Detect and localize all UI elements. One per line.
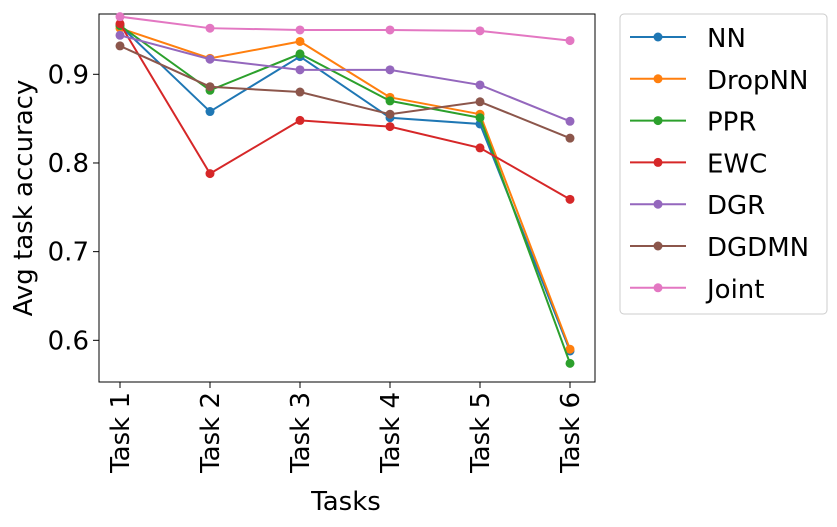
legend-marker — [653, 241, 663, 251]
series-line — [119, 15, 571, 42]
y-axis-label: Avg task accuracy — [9, 80, 39, 317]
x-tick-label: Task 2 — [196, 392, 226, 474]
y-tick-label: 0.8 — [48, 149, 89, 179]
legend-item-dgr: DGR — [630, 191, 765, 221]
data-point — [385, 122, 395, 132]
series-line — [119, 45, 571, 140]
x-axis-label: Tasks — [310, 487, 381, 517]
data-point — [475, 113, 485, 123]
y-tick-label: 0.7 — [48, 238, 89, 268]
data-point — [115, 41, 125, 51]
data-point — [565, 36, 575, 46]
data-point — [385, 25, 395, 35]
legend-label: DGR — [707, 191, 765, 221]
data-point — [295, 65, 305, 75]
series-dgdmn — [115, 41, 575, 143]
series-joint — [115, 12, 575, 46]
legend-label: EWC — [707, 149, 767, 179]
data-point — [565, 358, 575, 368]
legend-item-dropnn: DropNN — [630, 66, 808, 96]
data-point — [115, 30, 125, 40]
legend-label: NN — [707, 24, 746, 54]
series-dgr — [115, 30, 575, 126]
data-point — [205, 169, 215, 179]
legend-label: DropNN — [707, 66, 808, 96]
x-tick-label: Task 3 — [286, 392, 316, 474]
data-point — [295, 87, 305, 97]
legend-marker — [653, 32, 663, 42]
data-point — [475, 26, 485, 36]
data-point — [115, 19, 125, 29]
series-layer — [115, 12, 575, 368]
legend-item-ppr: PPR — [630, 108, 756, 138]
series-line — [119, 34, 571, 123]
data-point — [295, 36, 305, 46]
legend-item-joint: Joint — [630, 275, 764, 305]
legend-item-ewc: EWC — [630, 149, 767, 179]
data-point — [385, 96, 395, 106]
data-point — [475, 80, 485, 90]
data-point — [295, 115, 305, 125]
data-point — [565, 116, 575, 126]
data-point — [475, 143, 485, 153]
legend-marker — [653, 116, 663, 126]
data-point — [565, 133, 575, 143]
legend-marker — [653, 74, 663, 84]
legend-marker — [653, 283, 663, 293]
legend-item-dgdmn: DGDMN — [630, 233, 809, 263]
data-point — [565, 344, 575, 354]
data-point — [385, 65, 395, 75]
legend-marker — [653, 157, 663, 167]
legend-label: PPR — [707, 108, 756, 138]
series-line — [119, 24, 571, 352]
legend-marker — [653, 199, 663, 209]
legend-box — [619, 13, 828, 315]
data-point — [115, 12, 125, 22]
legend-label: DGDMN — [707, 233, 809, 263]
x-tick-label: Task 4 — [376, 392, 406, 474]
y-tick-label: 0.6 — [48, 326, 89, 356]
axis-ticks: 0.6 0.7 0.8 0.9 Task 1 Task 2 Task 3 Task 4 Task… — [48, 60, 586, 474]
series-ewc — [115, 19, 575, 204]
legend-item-nn: NN — [630, 24, 746, 54]
x-tick-label: Task 5 — [466, 392, 496, 474]
series-line — [119, 23, 571, 201]
data-point — [205, 54, 215, 64]
y-tick-label: 0.9 — [48, 60, 89, 90]
data-point — [565, 194, 575, 204]
x-tick-label: Task 1 — [106, 392, 136, 474]
data-point — [385, 109, 395, 119]
data-point — [205, 82, 215, 92]
data-point — [205, 107, 215, 117]
x-tick-label: Task 6 — [556, 392, 586, 474]
data-point — [205, 23, 215, 33]
data-point — [295, 25, 305, 35]
legend-label: Joint — [705, 275, 764, 305]
legend: NN DropNN PPR EWC DGR DGDMN Joint — [619, 13, 828, 315]
data-point — [475, 97, 485, 107]
data-point — [295, 49, 305, 59]
